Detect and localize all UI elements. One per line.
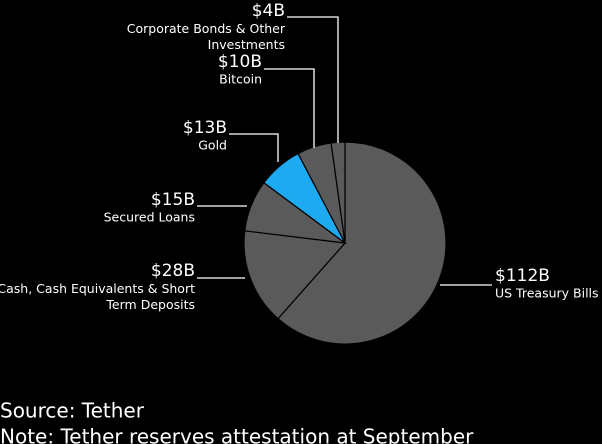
category-label: Cash, Cash Equivalents & Short Term Depos…	[0, 281, 195, 312]
leader-line	[229, 133, 279, 162]
category-label: Secured Loans	[104, 210, 195, 225]
category-label: US Treasury Bills	[495, 286, 599, 301]
leader-line	[264, 68, 315, 148]
value-label: $4B	[252, 1, 285, 21]
leader-line	[287, 16, 339, 143]
value-label: $10B	[218, 52, 262, 72]
category-label: Gold	[198, 138, 227, 153]
slice	[243, 230, 347, 320]
pie	[243, 141, 447, 345]
value-label: $13B	[183, 118, 227, 138]
note: Note: Tether reserves attestation at Sep…	[0, 425, 474, 444]
slice	[277, 141, 447, 345]
category-label: Bitcoin	[219, 72, 262, 87]
category-label: Corporate Bonds & Other Investments	[127, 21, 286, 52]
value-label: $28B	[151, 261, 195, 281]
source: Source: Tether	[0, 399, 145, 423]
value-label: $15B	[151, 190, 195, 210]
value-label: $112B	[495, 266, 550, 286]
